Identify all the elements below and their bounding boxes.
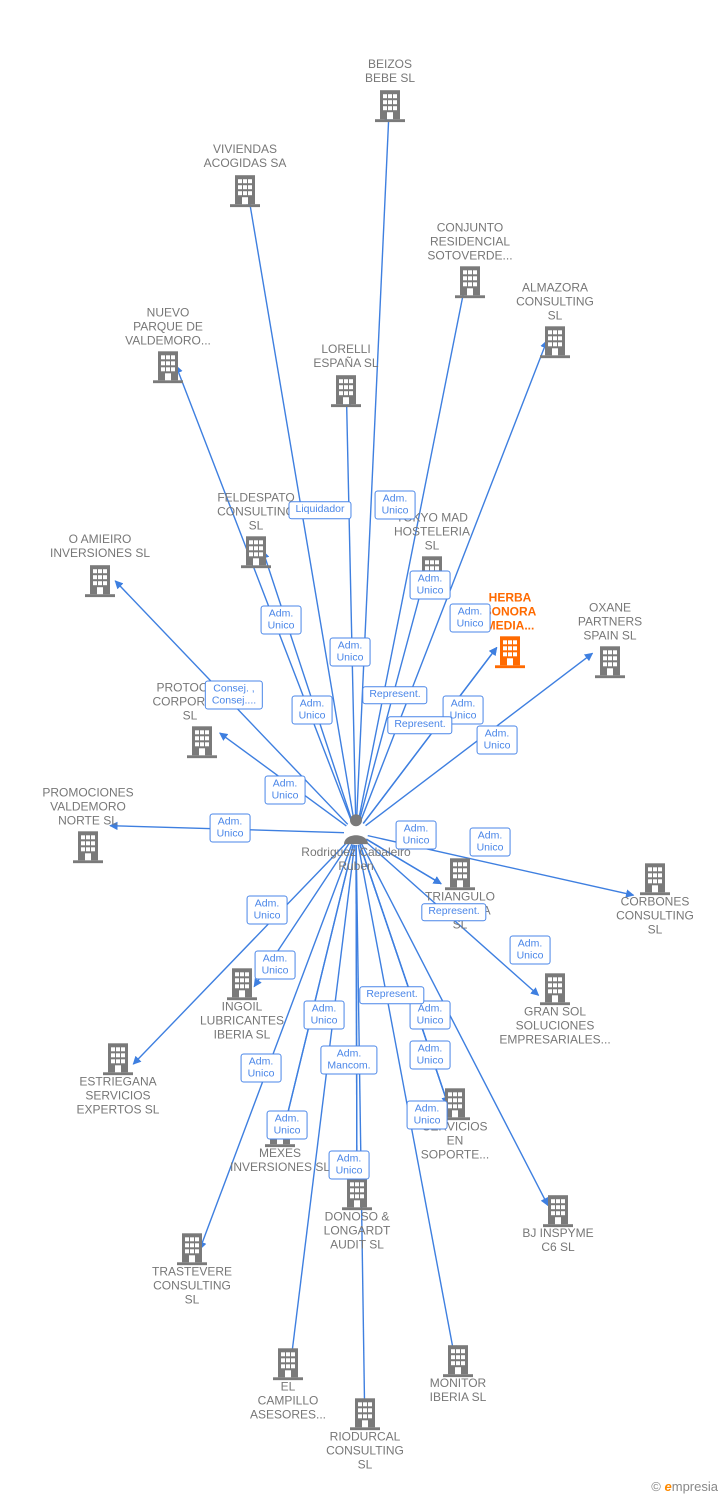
edge: [133, 842, 347, 1065]
edge-label: Adm.Unico: [267, 1110, 308, 1139]
edge-label: Represent.: [387, 716, 452, 734]
edge-label: Adm.Unico: [410, 570, 451, 599]
edge: [357, 112, 389, 821]
edge: [358, 282, 465, 822]
edge-label: Adm.Unico: [470, 827, 511, 856]
credit-text: © empresia: [651, 1479, 718, 1494]
edge-label: Adm.Unico: [407, 1100, 448, 1129]
edge-label: Adm.Unico: [450, 603, 491, 632]
edge-label: Adm.Unico: [396, 820, 437, 849]
edge-label: Adm.Unico: [375, 490, 416, 519]
edge-label: Adm.Unico: [241, 1053, 282, 1082]
edge-label: Adm.Unico: [410, 1040, 451, 1069]
edge-label: Represent.: [421, 903, 486, 921]
edge-label: Adm.Unico: [330, 637, 371, 666]
edge-label: Adm.Unico: [261, 605, 302, 634]
edge: [285, 845, 353, 1124]
edge-label: Adm.Unico: [210, 813, 251, 842]
edge-label: Adm.Mancom.: [320, 1045, 377, 1074]
edge-label: Adm.Unico: [510, 935, 551, 964]
edge-label: Represent.: [362, 686, 427, 704]
edge-label: Adm.Unico: [247, 895, 288, 924]
edge: [176, 366, 352, 822]
edge-label: Adm.Unico: [329, 1150, 370, 1179]
edge-label: Represent.: [359, 986, 424, 1004]
edge-label: Consej. ,Consej....: [205, 680, 263, 709]
network-canvas: [0, 0, 728, 1500]
edge-label: Adm.Unico: [304, 1000, 345, 1029]
edge-label: Adm.Unico: [410, 1000, 451, 1029]
edge-label: Adm.Unico: [292, 695, 333, 724]
edge: [361, 844, 547, 1206]
edge-label: Liquidador: [288, 501, 351, 519]
edge-label: Adm.Unico: [255, 950, 296, 979]
edge: [346, 397, 355, 821]
edge-label: Adm.Unico: [477, 725, 518, 754]
edge: [360, 341, 547, 822]
edge: [358, 845, 454, 1354]
edge-label: Adm.Unico: [265, 775, 306, 804]
